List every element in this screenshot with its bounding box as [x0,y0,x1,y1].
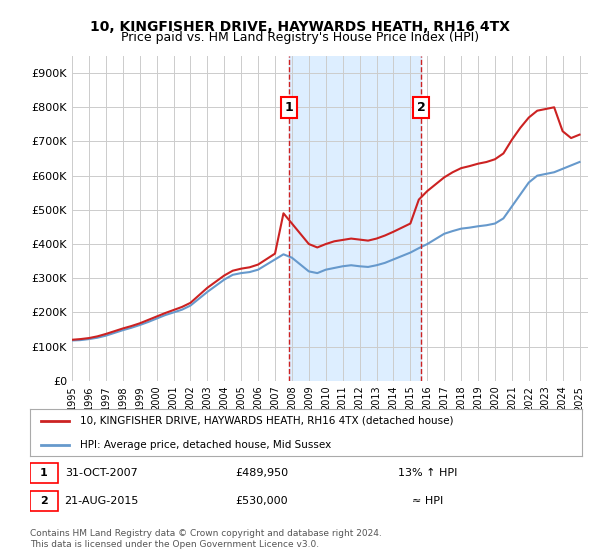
Text: 2: 2 [417,101,425,114]
Text: 10, KINGFISHER DRIVE, HAYWARDS HEATH, RH16 4TX: 10, KINGFISHER DRIVE, HAYWARDS HEATH, RH… [90,20,510,34]
Text: 13% ↑ HPI: 13% ↑ HPI [398,468,457,478]
Text: 10, KINGFISHER DRIVE, HAYWARDS HEATH, RH16 4TX (detached house): 10, KINGFISHER DRIVE, HAYWARDS HEATH, RH… [80,416,453,426]
Text: Price paid vs. HM Land Registry's House Price Index (HPI): Price paid vs. HM Land Registry's House … [121,31,479,44]
Text: £489,950: £489,950 [235,468,289,478]
Bar [289,56,421,381]
FancyBboxPatch shape [30,463,58,483]
Text: Contains HM Land Registry data © Crown copyright and database right 2024.
This d: Contains HM Land Registry data © Crown c… [30,529,382,549]
Text: ≈ HPI: ≈ HPI [412,496,443,506]
Text: HPI: Average price, detached house, Mid Sussex: HPI: Average price, detached house, Mid … [80,440,331,450]
Text: 2: 2 [40,496,47,506]
Text: 31-OCT-2007: 31-OCT-2007 [65,468,138,478]
FancyBboxPatch shape [30,491,58,511]
Text: £530,000: £530,000 [236,496,288,506]
Text: 1: 1 [40,468,47,478]
Text: 1: 1 [284,101,293,114]
Text: 21-AUG-2015: 21-AUG-2015 [65,496,139,506]
